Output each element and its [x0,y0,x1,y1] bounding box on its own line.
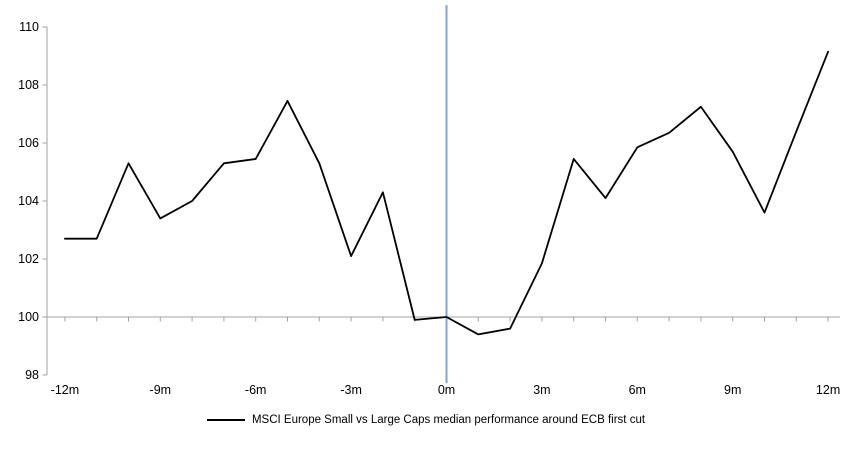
y-tick-label: 102 [18,252,39,266]
y-tick-label: 98 [25,368,39,382]
y-tick-label: 108 [18,78,39,92]
x-tick-label: -3m [340,383,362,397]
x-tick-label: -12m [51,383,79,397]
x-tick-label: 0m [438,383,455,397]
x-tick-label: -6m [245,383,267,397]
x-tick-label: 12m [816,383,840,397]
y-tick-label: 100 [18,310,39,324]
x-tick-label: 6m [629,383,646,397]
x-tick-label: 3m [533,383,550,397]
series-line [64,50,829,336]
legend-label: MSCI Europe Small vs Large Caps median p… [251,414,646,426]
y-tick-label: 110 [19,20,39,34]
legend: MSCI Europe Small vs Large Caps median p… [0,414,852,426]
y-tick-label: 106 [18,136,39,150]
x-tick-label: 9m [724,383,741,397]
y-tick-label: 104 [18,194,39,208]
x-tick-label: -9m [150,383,172,397]
legend-line-swatch [206,419,245,421]
